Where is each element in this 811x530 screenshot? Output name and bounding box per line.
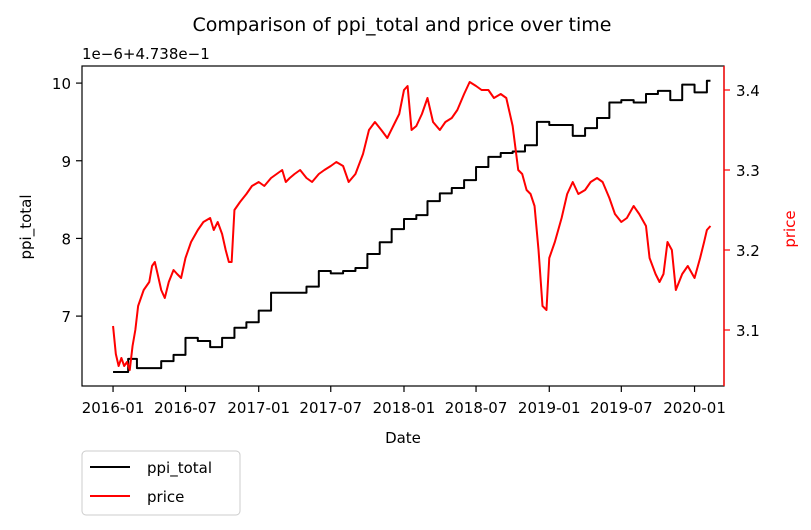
legend-label-price: price: [147, 488, 184, 506]
left-y-tick-label: 8: [61, 230, 71, 248]
left-y-tick-label: 10: [52, 75, 71, 93]
x-tick-label: 2020-01: [663, 399, 726, 417]
x-tick-label: 2016-01: [82, 399, 145, 417]
right-y-axis-ticks: 3.1 3.2 3.3 3.4: [724, 82, 760, 340]
right-y-tick-label: 3.3: [736, 162, 760, 180]
left-y-tick-label: 7: [61, 308, 71, 326]
chart-title: Comparison of ppi_total and price over t…: [193, 14, 612, 36]
x-tick-label: 2017-01: [227, 399, 290, 417]
x-axis-ticks: 2016-01 2016-07 2017-01 2017-07 2018-01 2018-…: [82, 386, 726, 417]
left-y-axis-label: ppi_total: [17, 194, 36, 259]
left-y-tick-label: 9: [61, 153, 71, 171]
x-tick-label: 2017-07: [299, 399, 362, 417]
right-y-tick-label: 3.2: [736, 242, 760, 260]
legend-label-ppi-total: ppi_total: [147, 459, 212, 478]
x-axis-label: Date: [385, 429, 421, 447]
legend: ppi_total price: [81, 450, 241, 516]
left-offset-text: 1e−6+4.738e−1: [82, 45, 210, 63]
x-tick-label: 2018-01: [373, 399, 436, 417]
x-tick-label: 2018-07: [445, 399, 508, 417]
right-y-tick-label: 3.4: [736, 82, 760, 100]
x-tick-label: 2019-07: [590, 399, 653, 417]
right-y-axis-label: price: [781, 210, 799, 247]
x-tick-label: 2019-01: [518, 399, 581, 417]
right-y-tick-label: 3.1: [736, 322, 760, 340]
left-y-axis-ticks: 7 8 9 10: [52, 75, 82, 326]
x-tick-label: 2016-07: [154, 399, 217, 417]
series-layer: [112, 79, 712, 374]
series-line-ppi-total: [113, 79, 711, 374]
series-line-price: [112, 81, 712, 371]
